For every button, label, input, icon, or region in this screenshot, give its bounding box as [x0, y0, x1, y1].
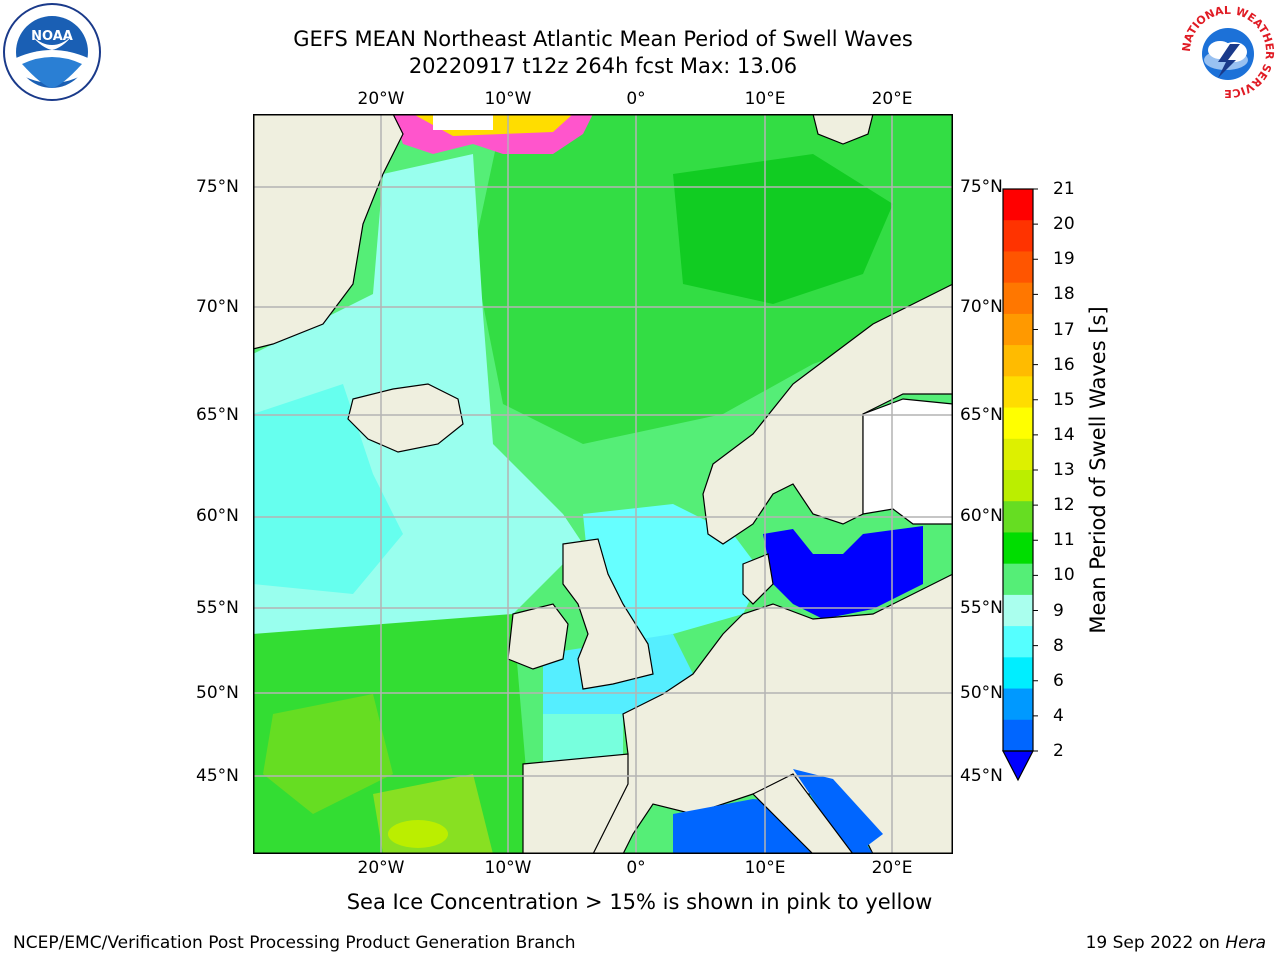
- colorbar-tick-label: 4: [1053, 705, 1064, 726]
- colorbar-title: Mean Period of Swell Waves [s]: [1086, 306, 1110, 634]
- adriatic-sea: [793, 769, 883, 849]
- graticule: [253, 114, 953, 854]
- lon-label-10e-bottom: 10°E: [744, 858, 786, 878]
- colorbar-segment: [1003, 688, 1033, 721]
- colorbar-tick-label: 6: [1053, 670, 1064, 691]
- lat-label-55-right: 55°N: [960, 598, 1003, 618]
- sea-ice-note: Sea Ice Concentration > 15% is shown in …: [346, 890, 933, 914]
- chart-title: GEFS MEAN Northeast Atlantic Mean Period…: [293, 27, 913, 51]
- colorbar-tick-label: 16: [1053, 354, 1075, 375]
- land-greenland: [253, 114, 404, 350]
- colorbar-segment: [1003, 189, 1033, 221]
- date-stamp: 19 Sep 2022 on Hera: [1086, 933, 1266, 953]
- noaa-logo-text: NOAA: [31, 29, 73, 44]
- lon-label-20e-top: 20°E: [871, 89, 913, 109]
- colorbar-segment: [1003, 719, 1033, 752]
- nws-logo: NATIONAL WEATHER SERVICE: [1180, 4, 1276, 100]
- colorbar-tick-label: 8: [1053, 635, 1064, 656]
- land-ireland: [507, 603, 569, 670]
- colorbar-tick-label: 17: [1053, 319, 1075, 340]
- colorbar-segment: [1003, 220, 1033, 252]
- colorbar-segment: [1003, 501, 1033, 533]
- noaa-logo: NOAA: [3, 3, 101, 101]
- lat-label-60-right: 60°N: [960, 506, 1003, 526]
- colorbar-segment: [1003, 282, 1033, 315]
- lat-label-75-right: 75°N: [960, 177, 1003, 197]
- land-iberia: [522, 753, 629, 854]
- lat-label-70-right: 70°N: [960, 297, 1003, 317]
- colorbar-tick-label: 2: [1053, 741, 1064, 761]
- land-finland: [862, 398, 953, 525]
- lat-label-60-left: 60°N: [196, 506, 239, 526]
- colorbar: [1002, 188, 1038, 782]
- lat-label-65-right: 65°N: [960, 405, 1003, 425]
- land-great-britain: [562, 538, 654, 690]
- colorbar-tick-label: 13: [1053, 460, 1075, 480]
- colorbar-tick-label: 20: [1053, 214, 1075, 235]
- colorbar-segments: [1003, 189, 1033, 752]
- swell-band-west-deep: [253, 384, 403, 594]
- swell-patch-norwegian: [673, 154, 893, 304]
- lat-label-55-left: 55°N: [196, 598, 239, 618]
- lat-label-45-left: 45°N: [196, 766, 239, 786]
- lat-label-65-left: 65°N: [196, 405, 239, 425]
- colorbar-segment: [1003, 251, 1033, 284]
- colorbar-tick-label: 21: [1053, 179, 1075, 199]
- lon-label-10e-top: 10°E: [744, 89, 786, 109]
- lon-label-20w-bottom: 20°W: [357, 858, 405, 878]
- lat-label-50-left: 50°N: [196, 683, 239, 703]
- colorbar-segment: [1003, 470, 1033, 502]
- colorbar-segment: [1003, 626, 1033, 658]
- lat-label-75-left: 75°N: [196, 177, 239, 197]
- land-svalbard: [812, 114, 874, 145]
- colorbar-tick-label: 9: [1053, 600, 1064, 621]
- swell-max-spot: [388, 820, 448, 848]
- date-text: 19 Sep 2022 on: [1085, 933, 1226, 953]
- lat-label-50-right: 50°N: [960, 683, 1003, 703]
- map-border: [253, 114, 953, 854]
- lon-label-0-top: 0°: [626, 89, 646, 109]
- swell-period-map: [253, 114, 953, 854]
- colorbar-tick-label: 10: [1053, 565, 1075, 586]
- land-iceland: [347, 383, 464, 453]
- swell-patch-south-1: [263, 694, 393, 814]
- colorbar-segment: [1003, 313, 1033, 346]
- swell-biscay: [543, 714, 623, 764]
- colorbar-segment: [1003, 438, 1033, 471]
- baltic-sea: [763, 526, 923, 619]
- colorbar-segment: [1003, 407, 1033, 440]
- colorbar-tick-label: 14: [1053, 424, 1075, 445]
- lon-label-10w-top: 10°W: [484, 89, 532, 109]
- colorbar-segment: [1003, 345, 1033, 377]
- colorbar-tick-label: 19: [1053, 249, 1075, 270]
- colorbar-segment: [1003, 563, 1033, 596]
- colorbar-segment: [1003, 376, 1033, 409]
- colorbar-tick-label: 15: [1053, 389, 1075, 410]
- host-name: Hera: [1225, 933, 1266, 953]
- chart-subtitle: 20220917 t12z 264h fcst Max: 13.06: [408, 54, 798, 78]
- lon-label-0-bottom: 0°: [626, 858, 646, 878]
- colorbar-segment: [1003, 532, 1033, 565]
- lon-label-20w-top: 20°W: [357, 89, 405, 109]
- colorbar-segment: [1003, 657, 1033, 690]
- lon-label-20e-bottom: 20°E: [871, 858, 913, 878]
- lat-label-45-right: 45°N: [960, 766, 1003, 786]
- colorbar-segment: [1003, 594, 1033, 627]
- land-italy: [751, 773, 854, 854]
- sea-ice-white: [433, 114, 493, 130]
- lat-label-70-left: 70°N: [196, 297, 239, 317]
- colorbar-tick-label: 12: [1053, 495, 1075, 516]
- colorbar-tick-label: 11: [1053, 530, 1075, 551]
- credit-text: NCEP/EMC/Verification Post Processing Pr…: [13, 933, 576, 953]
- lon-label-10w-bottom: 10°W: [484, 858, 532, 878]
- colorbar-extend-triangle: [1002, 750, 1034, 782]
- colorbar-tick-label: 18: [1053, 284, 1075, 305]
